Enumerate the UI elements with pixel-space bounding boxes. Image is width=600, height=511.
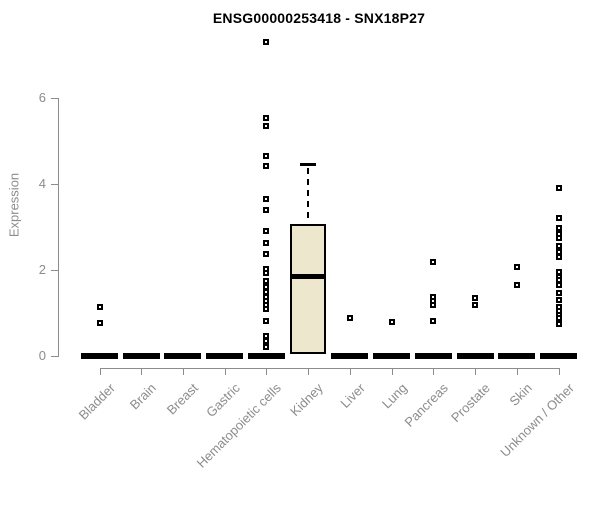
- whisker: [307, 167, 310, 223]
- outlier-point: [263, 206, 270, 213]
- y-tick: [51, 270, 58, 271]
- outlier-point: [430, 258, 437, 265]
- outlier-point: [263, 343, 270, 350]
- x-tick: [224, 368, 226, 375]
- outlier-point: [263, 162, 270, 169]
- x-axis: [99, 368, 560, 369]
- zero-median-bar: [414, 353, 452, 359]
- y-tick: [51, 184, 58, 185]
- zero-median-bar: [81, 353, 118, 359]
- y-tick: [51, 356, 58, 357]
- zero-median-bar: [540, 353, 578, 359]
- outlier-point: [513, 263, 520, 270]
- boxplot-box: [290, 223, 327, 354]
- outlier-point: [472, 301, 479, 308]
- outlier-point: [263, 122, 270, 129]
- x-tick: [266, 368, 268, 375]
- x-tick: [475, 368, 477, 375]
- zero-median-bar: [498, 353, 536, 359]
- outlier-point: [555, 224, 562, 231]
- outlier-point: [346, 315, 353, 322]
- zero-median-bar: [247, 353, 285, 359]
- y-tick-label: 4: [38, 176, 46, 191]
- x-tick: [99, 368, 101, 375]
- outlier-point: [555, 276, 562, 283]
- outlier-point: [388, 319, 395, 326]
- zero-median-bar: [331, 353, 369, 359]
- outlier-point: [263, 318, 270, 325]
- zero-median-bar: [456, 353, 494, 359]
- outlier-point: [555, 235, 562, 242]
- outlier-point: [263, 288, 270, 295]
- outlier-point: [96, 319, 103, 326]
- outlier-point: [555, 282, 562, 289]
- outlier-point: [263, 306, 270, 313]
- outlier-point: [263, 228, 270, 235]
- outlier-point: [263, 196, 270, 203]
- outlier-point: [555, 248, 562, 255]
- outlier-point: [430, 301, 437, 308]
- outlier-point: [430, 318, 437, 325]
- zero-median-bar: [206, 353, 244, 359]
- outlier-point: [263, 39, 270, 46]
- outlier-point: [472, 294, 479, 301]
- outlier-point: [263, 278, 270, 285]
- outlier-point: [555, 297, 562, 304]
- outlier-point: [263, 239, 270, 246]
- outlier-point: [263, 337, 270, 344]
- zero-median-bar: [122, 353, 160, 359]
- y-tick-label: 6: [38, 90, 46, 105]
- outlier-point: [555, 184, 562, 191]
- median-bar: [290, 274, 327, 280]
- x-tick: [182, 368, 184, 375]
- outlier-point: [263, 332, 270, 339]
- x-tick: [308, 368, 310, 375]
- outlier-point: [96, 303, 103, 310]
- outlier-point: [555, 315, 562, 322]
- outlier-point: [263, 115, 270, 122]
- x-tick: [558, 368, 560, 375]
- outlier-point: [513, 282, 520, 289]
- y-tick-label: 0: [38, 348, 46, 363]
- chart-title: ENSG00000253418 - SNX18P27: [212, 10, 426, 26]
- outlier-point: [555, 242, 562, 249]
- y-tick-label: 2: [38, 262, 46, 277]
- y-axis: [58, 98, 59, 357]
- outlier-point: [263, 153, 270, 160]
- x-tick: [433, 368, 435, 375]
- whisker-cap: [300, 162, 317, 166]
- x-tick: [349, 368, 351, 375]
- outlier-point: [555, 254, 562, 261]
- x-tick: [516, 368, 518, 375]
- outlier-point: [555, 289, 562, 296]
- x-tick: [141, 368, 143, 375]
- zero-median-bar: [373, 353, 411, 359]
- outlier-point: [555, 321, 562, 328]
- zero-median-bar: [164, 353, 202, 359]
- y-tick: [51, 98, 58, 99]
- x-tick: [391, 368, 393, 375]
- outlier-point: [263, 251, 270, 258]
- outlier-point: [555, 214, 562, 221]
- outlier-point: [263, 270, 270, 276]
